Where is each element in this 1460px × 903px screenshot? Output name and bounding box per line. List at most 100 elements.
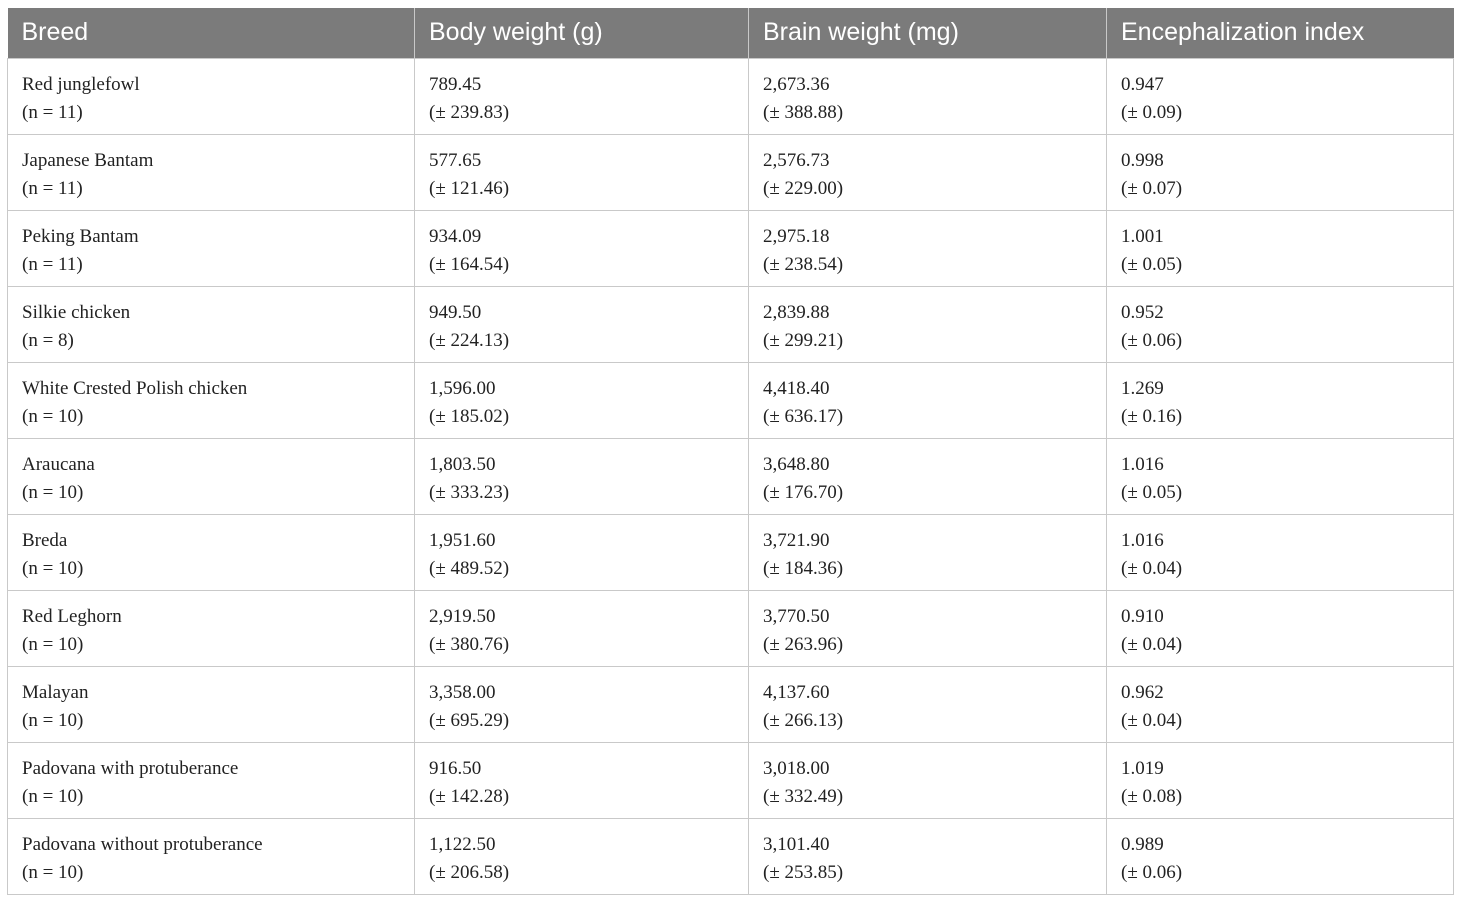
brain-weight-cell-value: 2,839.88 (763, 301, 830, 323)
encephalization-index-cell-value: 1.269 (1121, 377, 1164, 399)
breed-cell: Padovana with protuberance (n = 10) (7, 741, 415, 819)
brain-weight-cell-detail: (± 266.13) (763, 709, 844, 731)
body-weight-cell-value: 789.45 (429, 73, 482, 95)
breed-cell-value: Padovana with protuberance (22, 757, 239, 779)
table-row: Peking Bantam (n = 11) 934.09 (± 164.54) 2,9… (7, 209, 1454, 287)
breed-cell: Red Leghorn (n = 10) (7, 589, 415, 667)
body-weight-cell: 949.50 (± 224.13) (414, 285, 749, 363)
breed-cell: White Crested Polish chicken (n = 10) (7, 361, 415, 439)
body-weight-cell-detail: (± 206.58) (429, 861, 510, 883)
breed-cell-value: Breda (22, 529, 68, 551)
encephalization-index-cell-detail: (± 0.07) (1121, 177, 1183, 199)
brain-weight-cell-detail: (± 253.85) (763, 861, 844, 883)
header-brain-weight: Brain weight (mg) (748, 8, 1107, 58)
breed-cell: Araucana (n = 10) (7, 437, 415, 515)
brain-weight-cell: 2,673.36 (± 388.88) (748, 57, 1107, 135)
encephalization-index-cell-value: 0.947 (1121, 73, 1164, 95)
encephalization-index-cell: 0.962 (± 0.04) (1106, 665, 1454, 743)
breed-cell-value: Padovana without protuberance (22, 833, 263, 855)
breed-cell-value: Japanese Bantam (22, 149, 154, 171)
breed-cell-value: Silkie chicken (22, 301, 131, 323)
table-row: Red Leghorn (n = 10) 2,919.50 (± 380.76) 3,7… (7, 589, 1454, 667)
encephalization-index-cell-detail: (± 0.09) (1121, 101, 1183, 123)
body-weight-cell-detail: (± 142.28) (429, 785, 510, 807)
encephalization-index-cell-detail: (± 0.06) (1121, 329, 1183, 351)
body-weight-cell: 1,803.50 (± 333.23) (414, 437, 749, 515)
brain-weight-cell: 4,137.60 (± 266.13) (748, 665, 1107, 743)
breed-cell-detail: (n = 10) (22, 557, 84, 579)
body-weight-cell-value: 1,803.50 (429, 453, 496, 475)
brain-weight-cell-value: 3,770.50 (763, 605, 830, 627)
body-weight-cell-value: 949.50 (429, 301, 482, 323)
breed-cell-detail: (n = 11) (22, 101, 83, 123)
table-body: Red junglefowl (n = 11) 789.45 (± 239.83) 2,… (7, 57, 1454, 895)
body-weight-cell-value: 2,919.50 (429, 605, 496, 627)
breed-cell-detail: (n = 11) (22, 177, 83, 199)
table-row: Silkie chicken (n = 8) 949.50 (± 224.13) 2,8… (7, 285, 1454, 363)
brain-weight-cell-detail: (± 229.00) (763, 177, 844, 199)
body-weight-cell: 3,358.00 (± 695.29) (414, 665, 749, 743)
table-row: White Crested Polish chicken (n = 10) 1,59… (7, 361, 1454, 439)
encephalization-index-cell-detail: (± 0.08) (1121, 785, 1183, 807)
header-encephalization-index: Encephalization index (1106, 8, 1454, 58)
encephalization-index-cell: 0.952 (± 0.06) (1106, 285, 1454, 363)
body-weight-cell-value: 1,122.50 (429, 833, 496, 855)
brain-weight-cell: 3,648.80 (± 176.70) (748, 437, 1107, 515)
breed-cell-detail: (n = 11) (22, 253, 83, 275)
encephalization-index-cell-value: 0.998 (1121, 149, 1164, 171)
encephalization-index-cell-detail: (± 0.04) (1121, 709, 1183, 731)
encephalization-index-cell-detail: (± 0.04) (1121, 557, 1183, 579)
body-weight-cell: 1,951.60 (± 489.52) (414, 513, 749, 591)
encephalization-index-cell-value: 1.001 (1121, 225, 1164, 247)
encephalization-index-cell-detail: (± 0.06) (1121, 861, 1183, 883)
table-row: Padovana without protuberance (n = 10) 1,1… (7, 817, 1454, 895)
encephalization-index-cell-detail: (± 0.05) (1121, 253, 1183, 275)
encephalization-index-cell-value: 0.989 (1121, 833, 1164, 855)
breed-cell: Breda (n = 10) (7, 513, 415, 591)
body-weight-cell-value: 577.65 (429, 149, 482, 171)
encephalization-index-cell-value: 1.019 (1121, 757, 1164, 779)
table-row: Malayan (n = 10) 3,358.00 (± 695.29) 4,137.6… (7, 665, 1454, 743)
brain-weight-cell: 3,721.90 (± 184.36) (748, 513, 1107, 591)
encephalization-index-cell: 1.019 (± 0.08) (1106, 741, 1454, 819)
body-weight-cell: 789.45 (± 239.83) (414, 57, 749, 135)
encephalization-index-cell-detail: (± 0.16) (1121, 405, 1183, 427)
brain-weight-cell-detail: (± 388.88) (763, 101, 844, 123)
breed-cell-value: Malayan (22, 681, 89, 703)
body-weight-cell-detail: (± 380.76) (429, 633, 510, 655)
body-weight-cell-value: 916.50 (429, 757, 482, 779)
brain-weight-cell: 2,576.73 (± 229.00) (748, 133, 1107, 211)
brain-weight-cell-detail: (± 176.70) (763, 481, 844, 503)
breed-cell: Silkie chicken (n = 8) (7, 285, 415, 363)
body-weight-cell-detail: (± 695.29) (429, 709, 510, 731)
body-weight-cell: 1,596.00 (± 185.02) (414, 361, 749, 439)
body-weight-cell-value: 1,596.00 (429, 377, 496, 399)
brain-weight-cell-detail: (± 238.54) (763, 253, 844, 275)
breed-cell-value: Araucana (22, 453, 95, 475)
breed-cell-detail: (n = 10) (22, 633, 84, 655)
encephalization-index-cell-value: 0.962 (1121, 681, 1164, 703)
encephalization-index-cell: 1.001 (± 0.05) (1106, 209, 1454, 287)
table-header: Breed Body weight (g) Brain weight (mg) … (7, 8, 1454, 58)
brain-weight-cell-value: 3,648.80 (763, 453, 830, 475)
body-weight-cell: 1,122.50 (± 206.58) (414, 817, 749, 895)
encephalization-index-cell: 1.016 (± 0.05) (1106, 437, 1454, 515)
breed-cell-detail: (n = 10) (22, 785, 84, 807)
brain-weight-cell-value: 3,721.90 (763, 529, 830, 551)
brain-weight-cell-value: 2,673.36 (763, 73, 830, 95)
body-weight-cell: 934.09 (± 164.54) (414, 209, 749, 287)
brain-weight-cell: 4,418.40 (± 636.17) (748, 361, 1107, 439)
breed-cell-value: Red Leghorn (22, 605, 122, 627)
breed-cell-detail: (n = 10) (22, 861, 84, 883)
encephalization-index-cell-value: 1.016 (1121, 453, 1164, 475)
brain-weight-cell-value: 2,576.73 (763, 149, 830, 171)
data-table-container: Breed Body weight (g) Brain weight (mg) … (7, 8, 1454, 895)
table-row: Japanese Bantam (n = 11) 577.65 (± 121.46) 2… (7, 133, 1454, 211)
table-row: Araucana (n = 10) 1,803.50 (± 333.23) 3,648.… (7, 437, 1454, 515)
body-weight-cell-value: 1,951.60 (429, 529, 496, 551)
encephalization-index-cell-value: 0.910 (1121, 605, 1164, 627)
encephalization-index-cell-detail: (± 0.05) (1121, 481, 1183, 503)
body-weight-cell-value: 934.09 (429, 225, 482, 247)
body-weight-cell-value: 3,358.00 (429, 681, 496, 703)
breed-measurements-table: Breed Body weight (g) Brain weight (mg) … (7, 8, 1454, 895)
